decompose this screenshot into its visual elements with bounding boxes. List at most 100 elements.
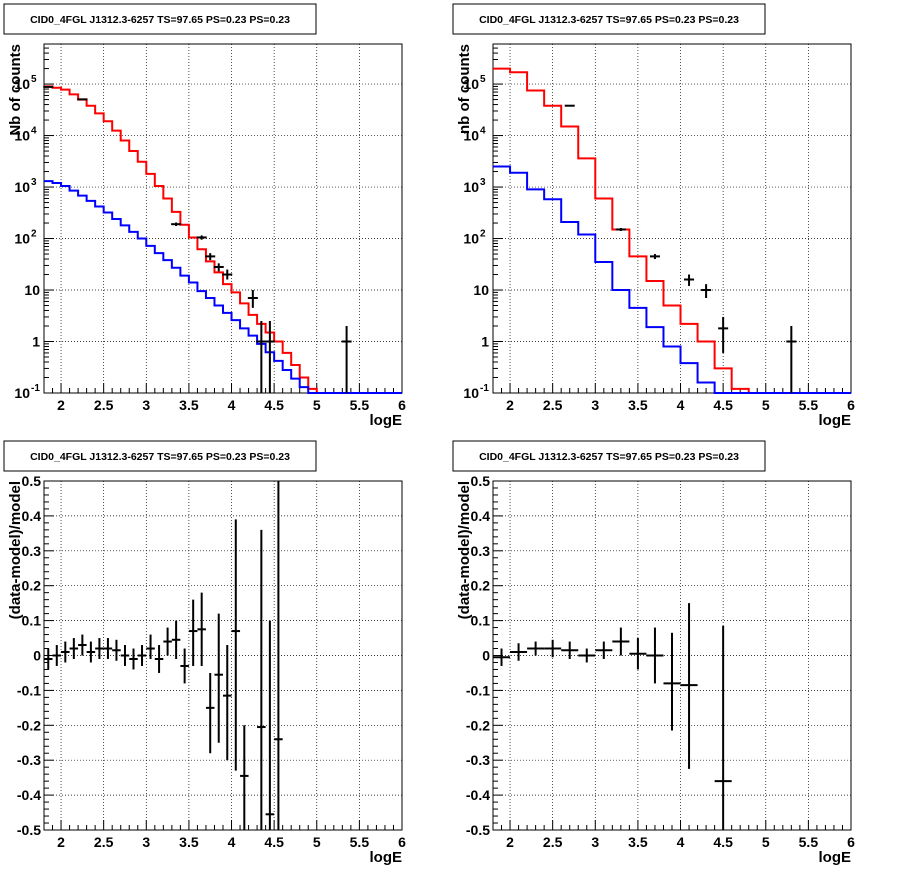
y-tick-label: 10 xyxy=(463,231,479,247)
x-tick-label: 6 xyxy=(398,397,406,413)
residual-point xyxy=(232,519,241,770)
x-tick-label: 4.5 xyxy=(713,834,733,850)
chart-panel-top-left: CID0_4FGL J1312.3-6257 TS=97.65 PS=0.23 … xyxy=(0,0,449,437)
y-tick-label: 0.3 xyxy=(471,543,491,559)
residual-point xyxy=(163,628,172,656)
residual-point xyxy=(214,614,223,743)
x-tick-label: 5 xyxy=(313,834,321,850)
data-point xyxy=(650,254,660,259)
y-tick-label: -0.2 xyxy=(466,717,490,733)
y-axis-title: (data-model)/model xyxy=(7,481,24,619)
x-tick-label: 2.5 xyxy=(94,834,114,850)
axis-ticks xyxy=(493,44,851,393)
plot-frame xyxy=(493,44,851,393)
chart-title: CID0_4FGL J1312.3-6257 TS=97.65 PS=0.23 … xyxy=(479,451,739,463)
x-tick-label: 2 xyxy=(57,397,65,413)
axis-ticks xyxy=(44,481,402,830)
data-point xyxy=(342,326,352,393)
x-tick-label: 4 xyxy=(228,397,236,413)
data-point xyxy=(616,228,626,231)
residual-point xyxy=(206,673,215,753)
y-tick-exponent: 4 xyxy=(480,126,486,137)
x-tick-label: 2.5 xyxy=(543,397,563,413)
y-tick-label: -0.3 xyxy=(466,752,490,768)
x-tick-label: 3.5 xyxy=(628,397,648,413)
y-tick-exponent: -1 xyxy=(480,383,489,394)
y-tick-label: 0.1 xyxy=(22,613,42,629)
residual-point xyxy=(121,645,130,666)
residual-point xyxy=(527,642,544,656)
series-line-model-total xyxy=(493,69,851,393)
x-axis-title: logE xyxy=(819,412,852,429)
residual-point xyxy=(578,649,595,663)
y-tick-label: 10 xyxy=(473,282,489,298)
y-tick-label: 0.5 xyxy=(22,473,42,489)
x-tick-label: 6 xyxy=(847,834,855,850)
x-tick-label: 5.5 xyxy=(350,397,370,413)
data-point xyxy=(718,317,728,353)
residual-point xyxy=(493,649,510,666)
x-tick-label: 4 xyxy=(228,834,236,850)
grid-lines xyxy=(44,481,402,830)
residual-point xyxy=(129,649,138,670)
residual-point xyxy=(53,645,62,666)
y-tick-label: 0 xyxy=(33,648,41,664)
x-tick-label: 2.5 xyxy=(543,834,563,850)
x-tick-label: 5 xyxy=(762,397,770,413)
residual-point xyxy=(189,600,198,666)
residual-point xyxy=(561,642,578,659)
x-tick-label: 6 xyxy=(398,834,406,850)
y-tick-exponent: 5 xyxy=(480,74,486,85)
y-tick-label: 0.5 xyxy=(471,473,491,489)
x-tick-label: 3 xyxy=(142,397,150,413)
residual-point xyxy=(70,638,79,659)
y-tick-exponent: 5 xyxy=(31,74,37,85)
y-tick-exponent: -1 xyxy=(31,383,40,394)
y-tick-label: 0 xyxy=(482,648,490,664)
y-tick-label: 0.2 xyxy=(22,578,42,594)
y-axis-title: nb of counts xyxy=(456,44,473,134)
x-tick-label: 4.5 xyxy=(264,834,284,850)
residual-point xyxy=(138,645,147,666)
residual-point xyxy=(155,645,164,673)
x-tick-label: 2 xyxy=(506,834,514,850)
y-tick-label: 0.2 xyxy=(471,578,491,594)
data-point xyxy=(701,284,711,298)
x-tick-label: 4.5 xyxy=(713,397,733,413)
residual-point xyxy=(61,642,70,663)
y-tick-label: -0.1 xyxy=(17,682,41,698)
x-tick-label: 5.5 xyxy=(350,834,370,850)
y-axis-title: (data-model)/model xyxy=(456,481,473,619)
residual-point xyxy=(112,640,121,661)
y-tick-label: -0.4 xyxy=(17,787,41,803)
chart-title: CID0_4FGL J1312.3-6257 TS=97.65 PS=0.23 … xyxy=(479,14,739,26)
x-tick-label: 3 xyxy=(142,834,150,850)
data-point xyxy=(786,326,796,393)
residual-point xyxy=(544,640,561,657)
y-tick-exponent: 2 xyxy=(480,229,486,240)
y-tick-label: 0.4 xyxy=(471,508,491,524)
plot-frame xyxy=(44,481,402,830)
residual-point xyxy=(663,633,680,731)
x-tick-label: 2.5 xyxy=(94,397,114,413)
x-tick-label: 6 xyxy=(847,397,855,413)
y-tick-label: -0.3 xyxy=(17,752,41,768)
residual-point xyxy=(197,593,206,666)
residual-point xyxy=(223,645,232,760)
chart-panel-bottom-left: CID0_4FGL J1312.3-6257 TS=97.65 PS=0.23 … xyxy=(0,437,449,875)
counts-chart-left: CID0_4FGL J1312.3-6257 TS=97.65 PS=0.23 … xyxy=(0,0,449,437)
y-tick-label: -0.5 xyxy=(17,822,41,838)
residual-point xyxy=(681,603,698,769)
x-tick-label: 3.5 xyxy=(179,397,199,413)
y-tick-label: 0.4 xyxy=(22,508,42,524)
residual-chart-right: CID0_4FGL J1312.3-6257 TS=97.65 PS=0.23 … xyxy=(449,437,898,875)
x-tick-label: 3.5 xyxy=(628,834,648,850)
x-tick-label: 4.5 xyxy=(264,397,284,413)
y-tick-label: -0.4 xyxy=(466,787,490,803)
x-tick-label: 5 xyxy=(313,397,321,413)
y-tick-exponent: 2 xyxy=(31,229,37,240)
x-tick-label: 5 xyxy=(762,834,770,850)
series-line-model-component xyxy=(44,181,402,393)
residual-point xyxy=(172,621,181,659)
residual-point xyxy=(646,628,663,684)
